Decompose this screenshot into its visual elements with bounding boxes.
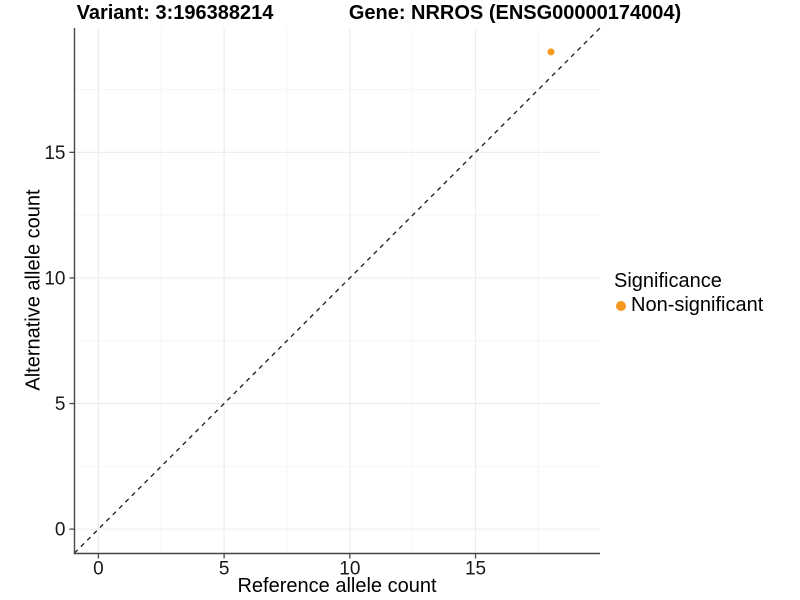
- legend-title: Significance: [614, 270, 722, 292]
- identity-line: [74, 27, 601, 554]
- y-axis-title: Alternative allele count: [22, 189, 45, 391]
- data-point: [547, 48, 555, 56]
- y-tick-label: 5: [55, 394, 66, 415]
- x-axis-title: Reference allele count: [237, 575, 437, 597]
- x-tick-label: 5: [219, 559, 230, 580]
- y-tick-label: 10: [44, 268, 65, 289]
- legend-dot-icon: [616, 300, 626, 311]
- legend: Significance Non-significant: [612, 270, 763, 317]
- legend-item: Non-significant: [612, 294, 763, 317]
- x-tick-label: 10: [339, 559, 360, 580]
- x-tick-label: 15: [465, 559, 486, 580]
- x-tick-label: 0: [93, 559, 104, 580]
- plot-title-variant: Variant: 3:196388214: [76, 2, 274, 24]
- y-tick-label: 0: [55, 520, 66, 541]
- y-tick-label: 15: [44, 143, 65, 164]
- legend-item-label: Non-significant: [631, 294, 764, 316]
- plot-title-gene: Gene: NRROS (ENSG00000174004): [348, 2, 682, 24]
